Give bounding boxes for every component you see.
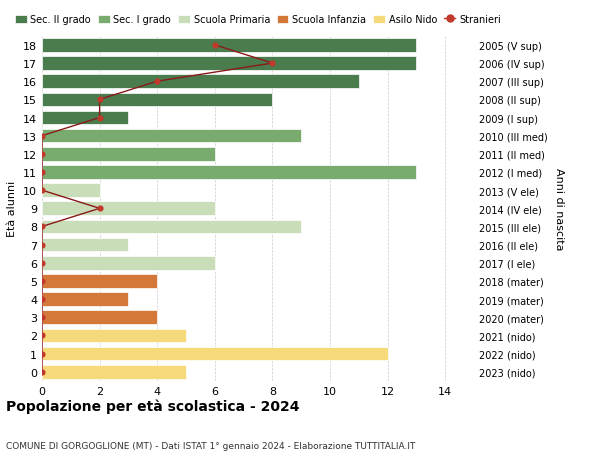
Bar	[42, 293, 128, 306]
Bar	[42, 129, 301, 143]
Bar	[42, 93, 272, 107]
Point	[37, 223, 47, 230]
Point	[268, 60, 277, 67]
Y-axis label: Età alunni: Età alunni	[7, 181, 17, 237]
Point	[37, 259, 47, 267]
Bar	[42, 311, 157, 325]
Bar	[42, 220, 301, 234]
Bar	[42, 148, 215, 161]
Bar	[42, 365, 186, 379]
Point	[37, 278, 47, 285]
Bar	[42, 202, 215, 216]
Bar	[42, 238, 128, 252]
Text: COMUNE DI GORGOGLIONE (MT) - Dati ISTAT 1° gennaio 2024 - Elaborazione TUTTITALI: COMUNE DI GORGOGLIONE (MT) - Dati ISTAT …	[6, 441, 415, 450]
Point	[95, 115, 104, 122]
Point	[37, 350, 47, 358]
Bar	[42, 57, 416, 71]
Bar	[42, 274, 157, 288]
Point	[37, 296, 47, 303]
Bar	[42, 39, 416, 53]
Text: Popolazione per età scolastica - 2024: Popolazione per età scolastica - 2024	[6, 398, 299, 413]
Point	[37, 151, 47, 158]
Bar	[42, 75, 359, 89]
Y-axis label: Anni di nascita: Anni di nascita	[554, 168, 564, 250]
Point	[37, 332, 47, 339]
Point	[152, 78, 162, 86]
Point	[37, 241, 47, 249]
Point	[37, 368, 47, 375]
Bar	[42, 112, 128, 125]
Legend: Sec. II grado, Sec. I grado, Scuola Primaria, Scuola Infanzia, Asilo Nido, Stran: Sec. II grado, Sec. I grado, Scuola Prim…	[15, 15, 501, 25]
Bar	[42, 166, 416, 179]
Bar	[42, 329, 186, 342]
Point	[37, 314, 47, 321]
Point	[95, 205, 104, 213]
Point	[37, 187, 47, 195]
Point	[210, 42, 220, 50]
Point	[37, 169, 47, 176]
Bar	[42, 347, 388, 361]
Bar	[42, 184, 100, 197]
Point	[37, 133, 47, 140]
Point	[95, 96, 104, 104]
Bar	[42, 257, 215, 270]
